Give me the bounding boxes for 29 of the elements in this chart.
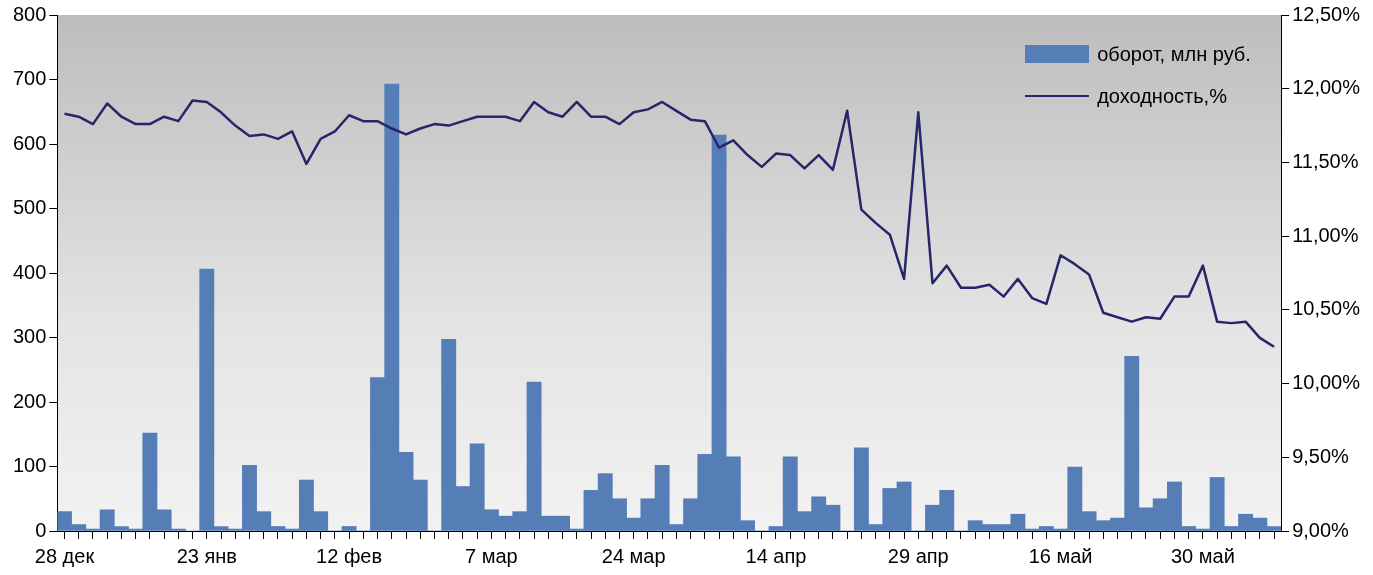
y-tick-label: 800 — [12, 2, 47, 25]
y-tick-label: 600 — [12, 131, 47, 154]
y2-tick-label: 10,00% — [1292, 371, 1361, 394]
y2-tick-label: 11,00% — [1292, 223, 1359, 246]
y-tick-label: 200 — [12, 389, 47, 412]
x-tick-label: 14 апр — [745, 544, 807, 567]
x-tick-label: 12 фев — [316, 544, 383, 567]
x-tick-label: 7 мар — [465, 544, 518, 567]
y2-tick-label: 12,00% — [1292, 76, 1361, 99]
x-tick-label: 30 май — [1170, 544, 1235, 567]
x-tick-label: 24 мар — [601, 544, 666, 567]
legend-label: оборот, млн руб. — [1097, 42, 1251, 66]
y-tick-label: 700 — [12, 67, 47, 90]
x-tick-label: 16 май — [1028, 544, 1093, 567]
y2-tick-label: 10,50% — [1292, 297, 1361, 320]
y2-tick-label: 9,00% — [1292, 518, 1350, 541]
y-tick-label: 0 — [35, 518, 47, 541]
y-tick-label: 300 — [12, 325, 47, 348]
y-tick-label: 500 — [12, 196, 47, 219]
y-tick-label: 400 — [12, 260, 47, 283]
x-tick-label: 29 апр — [887, 544, 949, 567]
bar — [341, 526, 357, 531]
x-tick-label: 28 дек — [34, 544, 95, 567]
y-tick-label: 100 — [12, 454, 47, 477]
x-tick-label: 23 янв — [176, 544, 237, 567]
y2-tick-label: 12,50% — [1292, 2, 1361, 25]
legend-label: доходность,% — [1097, 84, 1227, 108]
y2-tick-label: 9,50% — [1292, 444, 1350, 467]
y2-tick-label: 11,50% — [1292, 149, 1359, 172]
